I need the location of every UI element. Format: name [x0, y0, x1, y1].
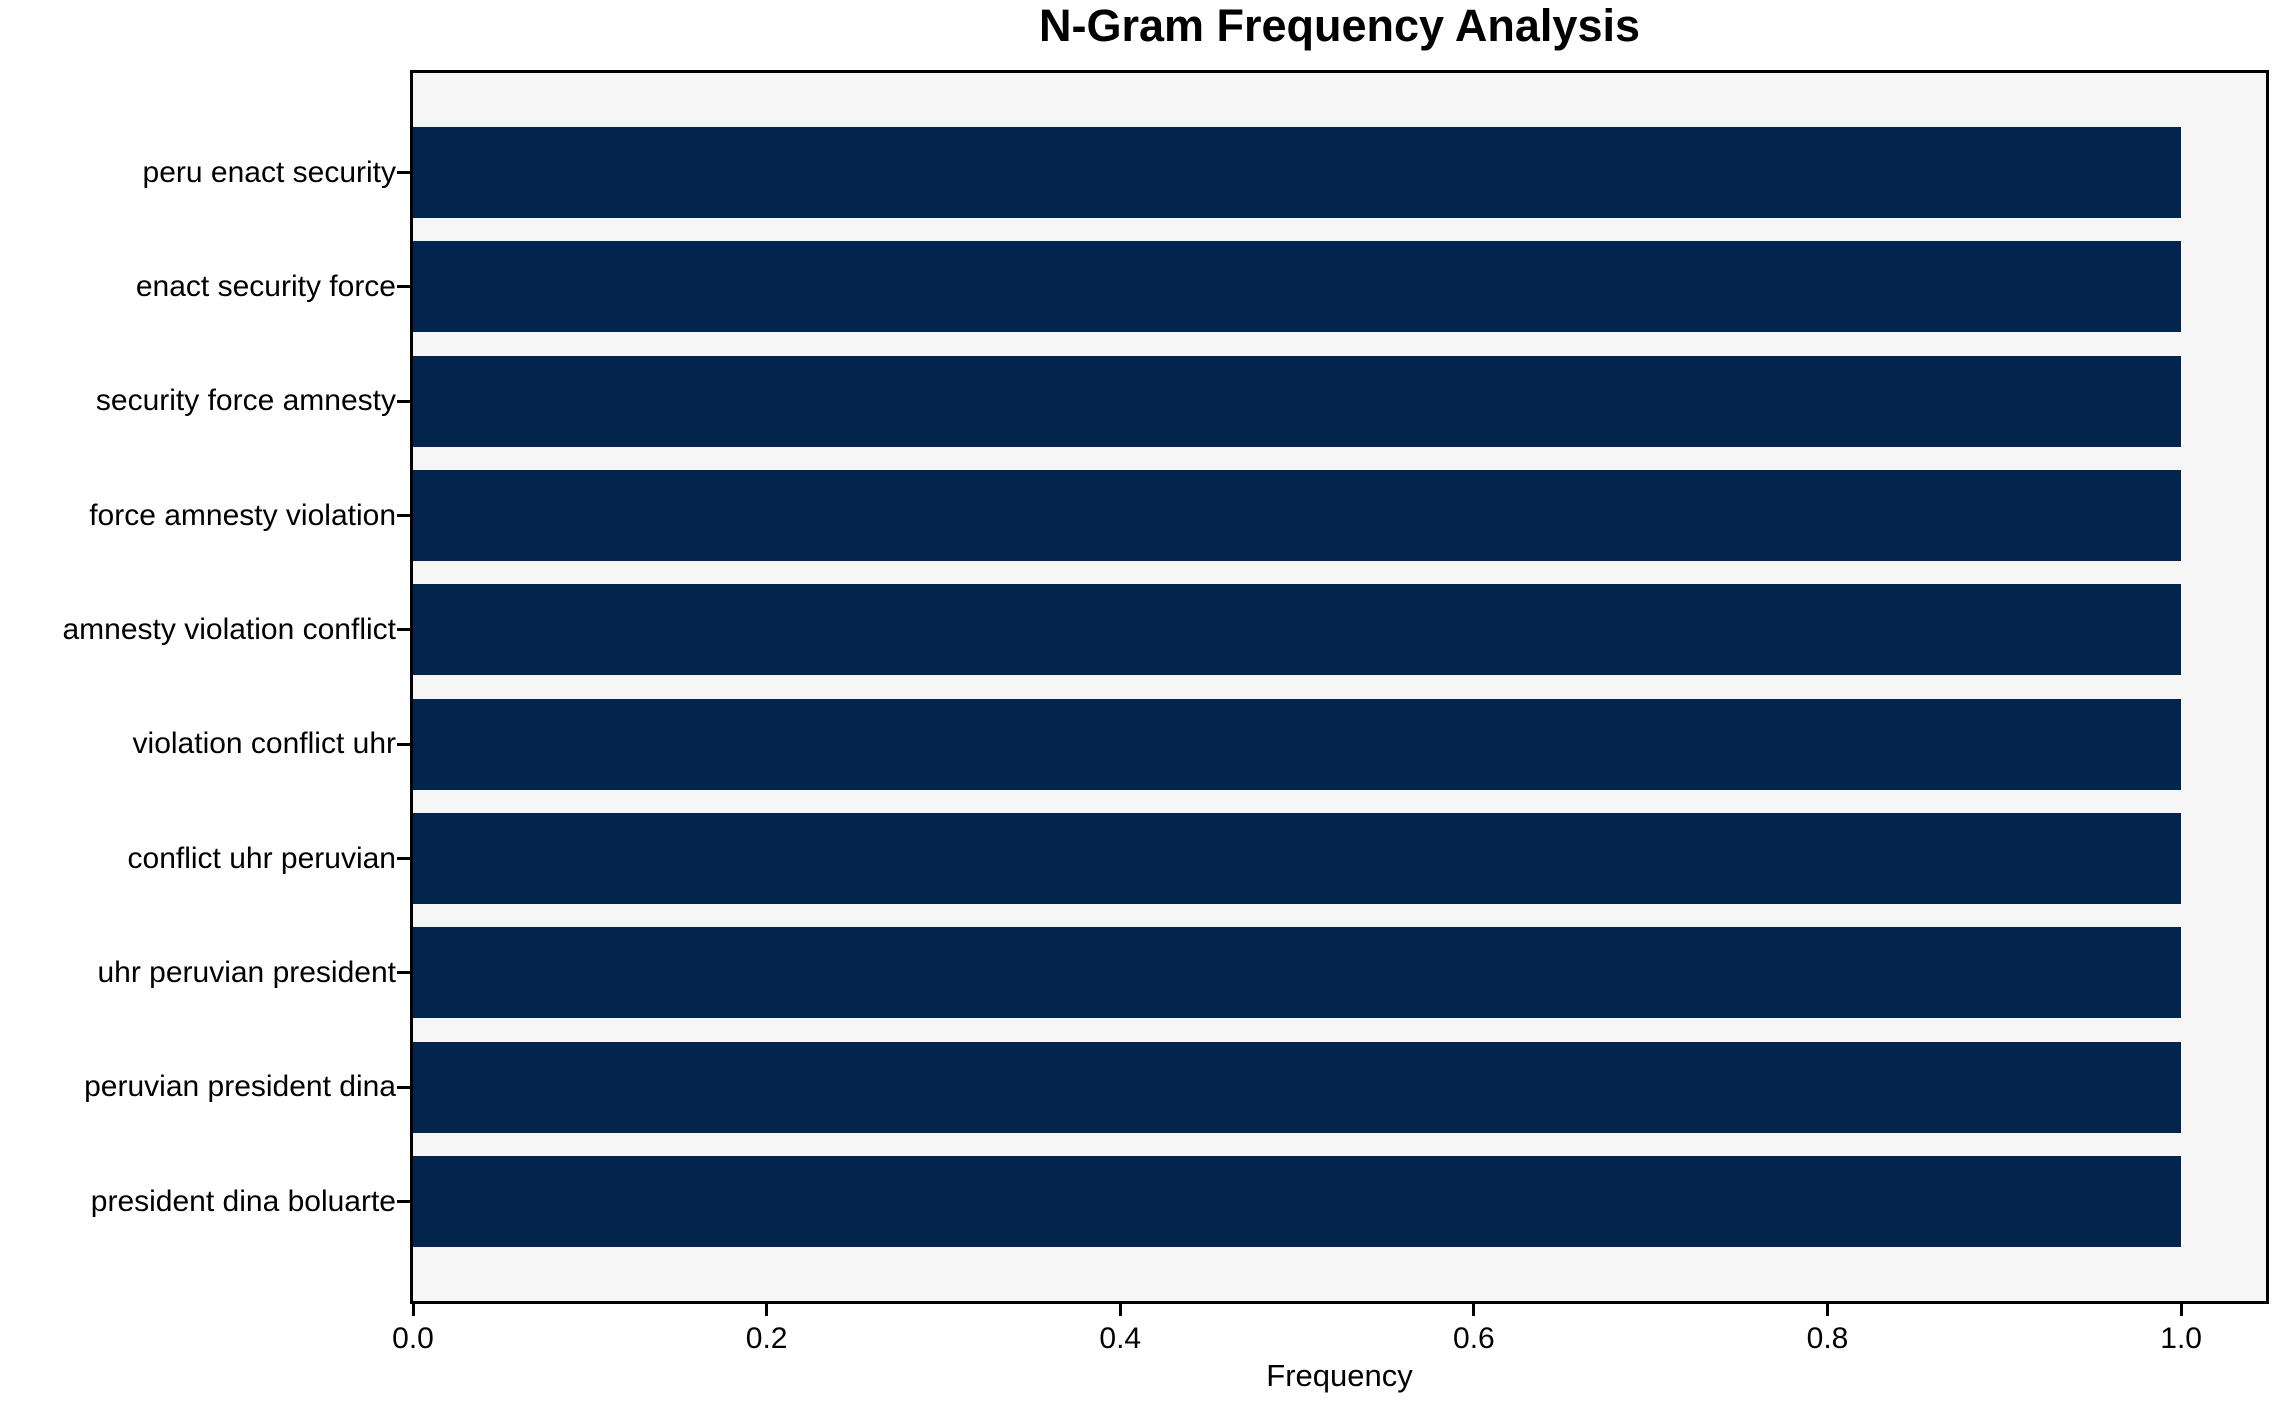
x-tick-label: 0.6: [1453, 1322, 1495, 1355]
x-tick-label: 0.2: [745, 1322, 788, 1355]
y-tick-mark: [397, 399, 410, 403]
bar: [413, 1155, 2182, 1247]
y-axis-label: uhr peruvian president: [97, 955, 396, 989]
bars-container: [413, 127, 2266, 1247]
y-tick-mark: [397, 1085, 410, 1089]
bar: [413, 469, 2182, 561]
y-tick-mark: [397, 628, 410, 632]
y-axis-label: security force amnesty: [95, 384, 396, 418]
chart-title: N-Gram Frequency Analysis: [1038, 0, 1641, 51]
y-tick-mark: [397, 857, 410, 860]
bar: [413, 241, 2182, 333]
y-tick-mark: [397, 171, 410, 174]
x-tick-label: 1.0: [2160, 1322, 2202, 1355]
y-tick-mark: [397, 742, 410, 746]
x-axis-label: Frequency: [1266, 1358, 1413, 1393]
y-axis-label: enact security force: [135, 269, 396, 303]
plot-area: [410, 70, 2269, 1304]
y-axis-label: force amnesty violation: [89, 498, 396, 532]
x-tick-label: 0.0: [392, 1322, 434, 1355]
x-tick-label: 0.8: [1806, 1322, 1849, 1355]
x-tick-mark: [765, 1304, 769, 1316]
bar: [413, 584, 2182, 676]
bar: [413, 812, 2182, 904]
y-axis-label: president dina boluarte: [90, 1184, 396, 1218]
bar: [413, 127, 2182, 218]
y-axis-label: amnesty violation conflict: [62, 612, 397, 646]
y-tick-mark: [397, 1200, 410, 1203]
y-axis-label: conflict uhr peruvian: [127, 841, 396, 875]
y-tick-mark: [397, 514, 410, 517]
bar: [413, 1041, 2182, 1133]
x-tick-label: 0.4: [1099, 1322, 1142, 1355]
y-tick-mark: [397, 971, 410, 975]
x-tick-mark: [1826, 1304, 1829, 1316]
y-tick-mark: [397, 285, 410, 289]
y-axis-label: peru enact security: [142, 155, 396, 189]
x-tick-mark: [1472, 1304, 1476, 1316]
x-tick-mark: [1118, 1304, 1122, 1316]
bar: [413, 927, 2182, 1019]
bar: [413, 698, 2182, 790]
x-tick-mark: [2179, 1304, 2183, 1316]
y-axis-label: peruvian president dina: [84, 1070, 396, 1104]
y-axis-label: violation conflict uhr: [132, 727, 396, 761]
x-tick-mark: [411, 1304, 415, 1316]
bar: [413, 355, 2182, 447]
